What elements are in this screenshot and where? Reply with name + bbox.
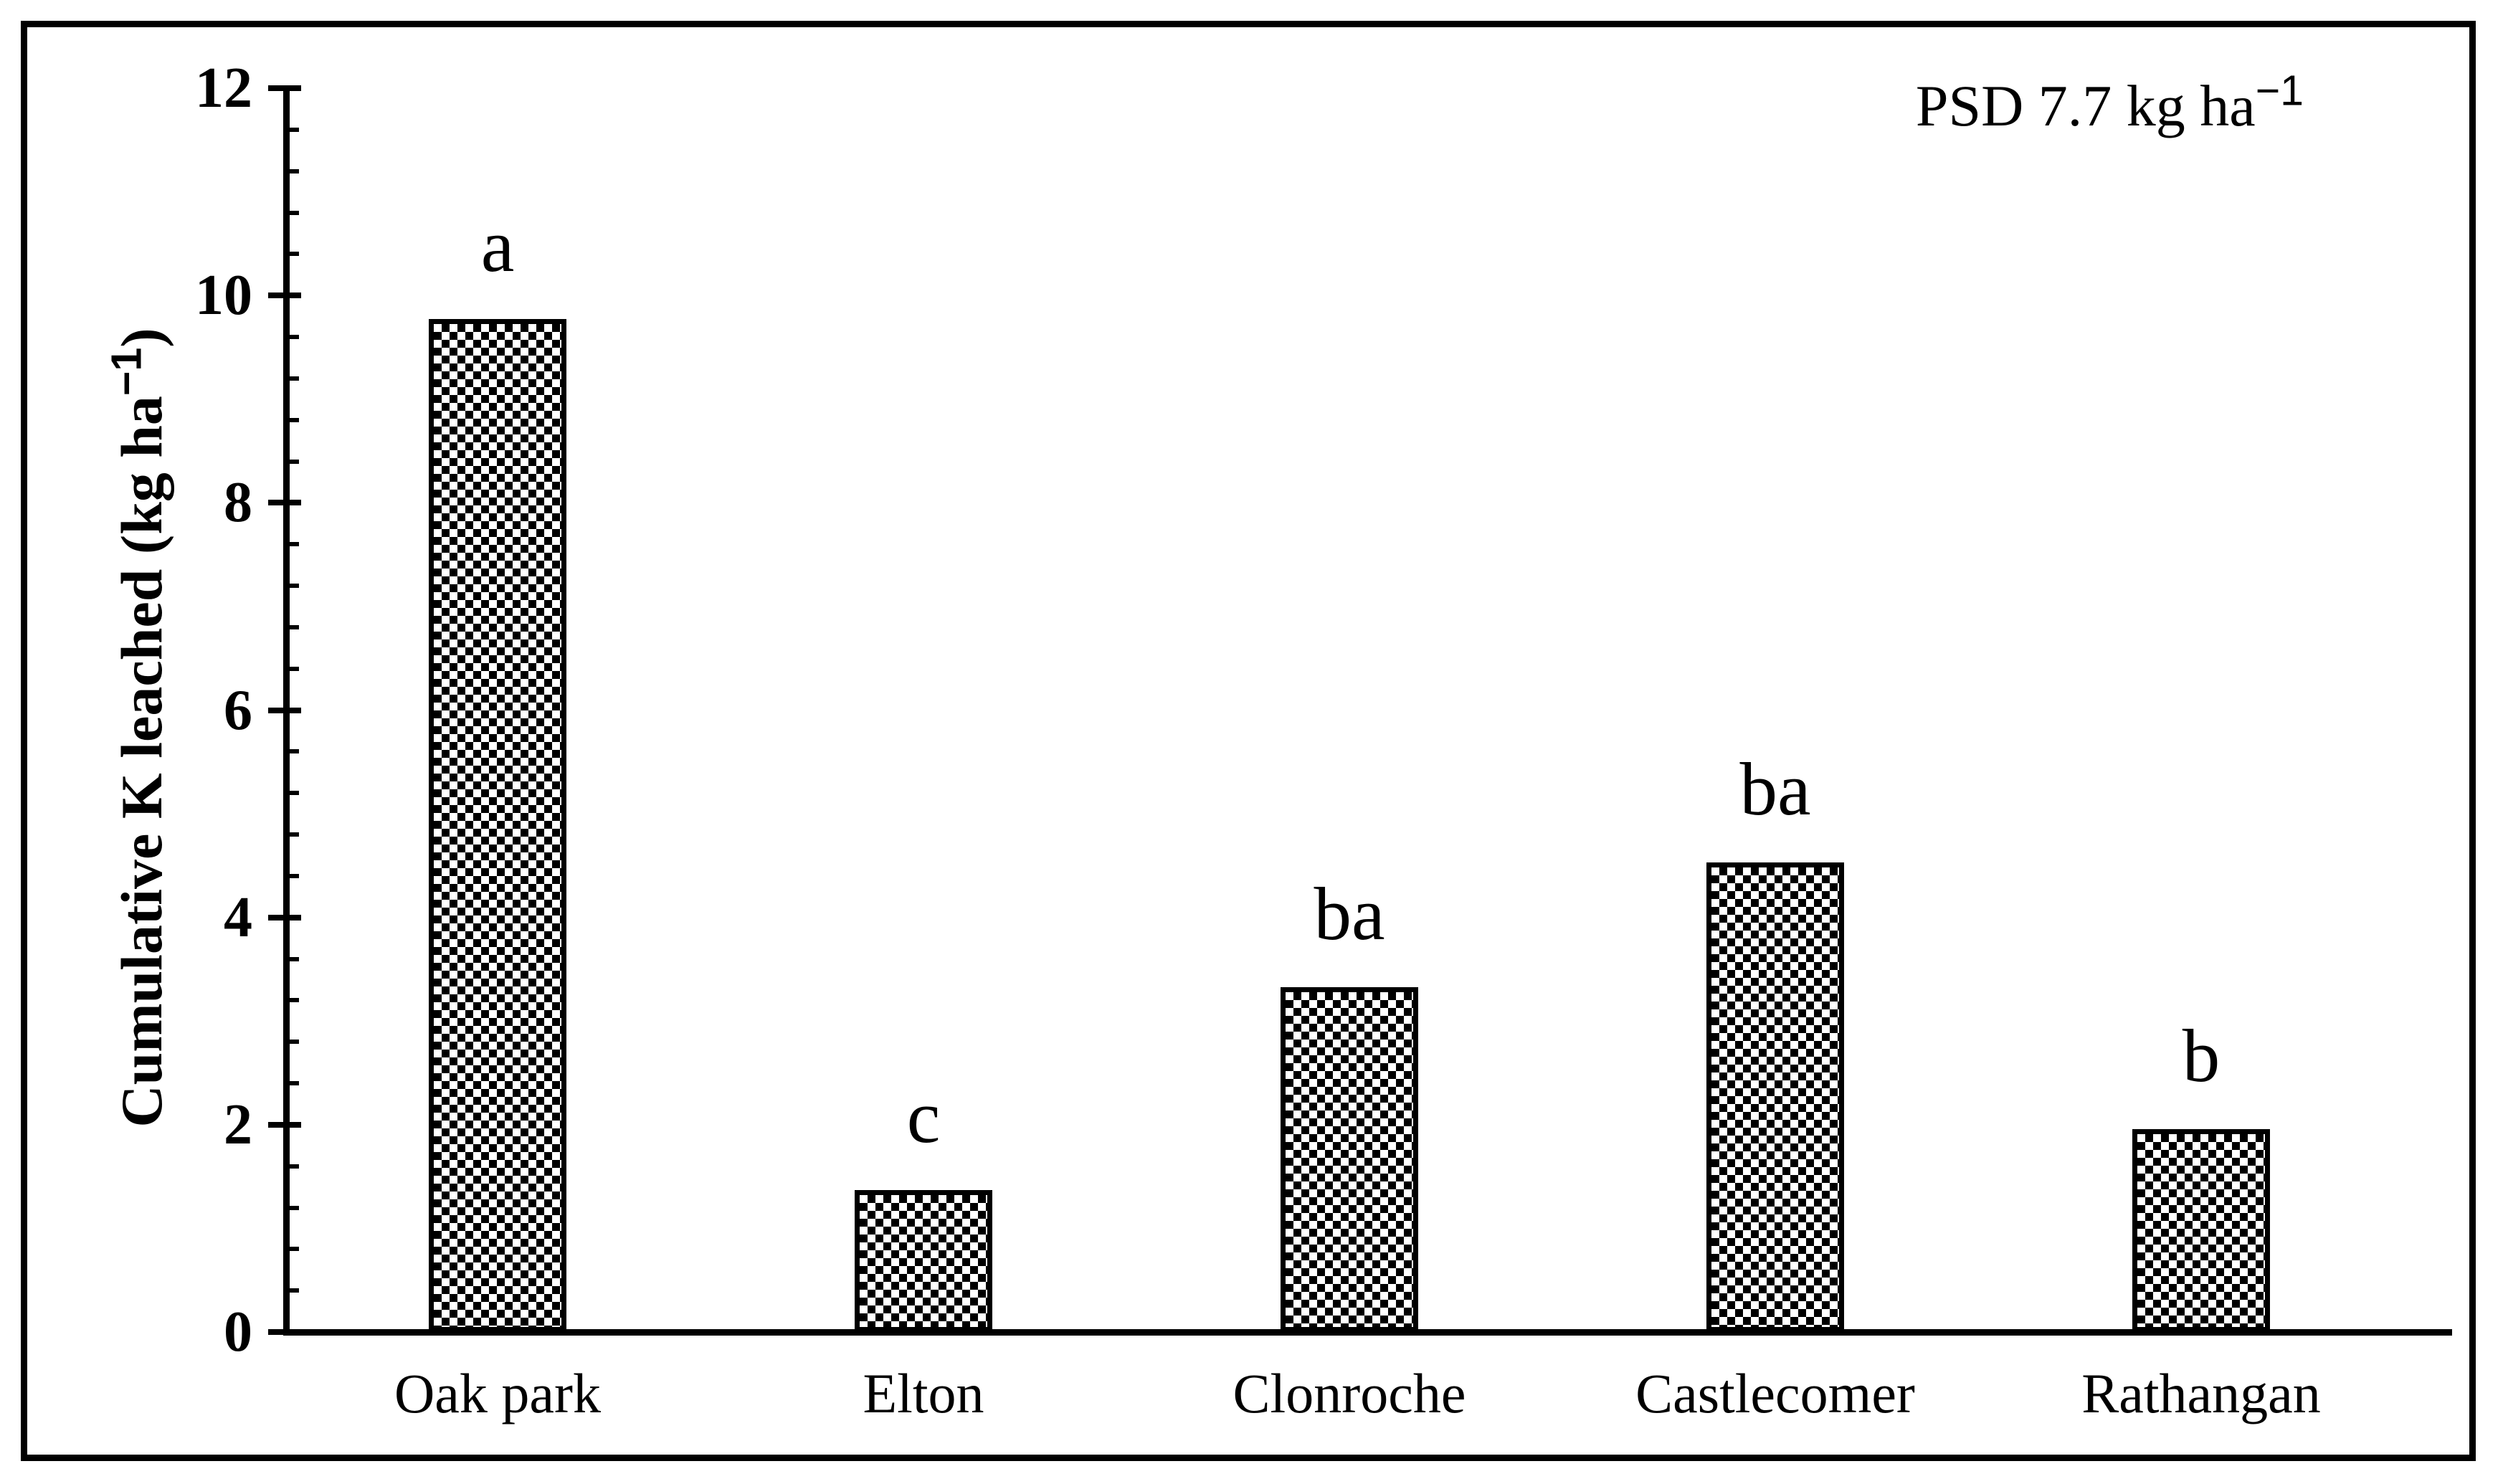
psd-annotation: PSD 7.7 kg ha−1 bbox=[1916, 70, 2304, 142]
y-axis-minor-tick bbox=[286, 832, 299, 837]
y-axis-minor-tick bbox=[286, 417, 299, 422]
y-axis-minor-tick bbox=[286, 168, 299, 173]
bar-significance-letter: ba bbox=[1739, 747, 1811, 832]
y-axis-minor-tick bbox=[286, 666, 299, 671]
x-category-label: Clonroche bbox=[1232, 1362, 1466, 1424]
bar-significance-letter: ba bbox=[1314, 871, 1385, 956]
y-tick-label: 12 bbox=[195, 57, 252, 120]
bar bbox=[2132, 1128, 2270, 1332]
x-category-label: Rathangan bbox=[2081, 1362, 2321, 1424]
psd-annotation-text: PSD 7.7 kg ha bbox=[1915, 73, 2256, 138]
y-axis-title: Cumulative K leached (kg ha−1) bbox=[99, 219, 185, 1237]
y-axis-line bbox=[283, 88, 290, 1335]
bar-significance-letter: b bbox=[2182, 1013, 2221, 1098]
y-tick-label: 4 bbox=[224, 885, 252, 949]
y-axis-title-superscript: −1 bbox=[103, 347, 151, 396]
y-tick-label: 2 bbox=[224, 1093, 252, 1156]
bar bbox=[1706, 862, 1844, 1332]
y-axis-minor-tick bbox=[286, 459, 299, 464]
psd-annotation-superscript: −1 bbox=[2255, 67, 2304, 115]
y-axis-minor-tick bbox=[286, 210, 299, 215]
y-axis-minor-tick bbox=[286, 624, 299, 629]
y-axis-minor-tick bbox=[286, 998, 299, 1003]
y-axis-minor-tick bbox=[286, 1164, 299, 1169]
y-axis-minor-tick bbox=[286, 873, 299, 878]
y-axis-minor-tick bbox=[286, 376, 299, 381]
y-axis-minor-tick bbox=[286, 1288, 299, 1293]
y-axis-minor-tick bbox=[286, 791, 299, 796]
y-tick-label: 0 bbox=[224, 1300, 252, 1364]
y-axis-minor-tick bbox=[286, 542, 299, 547]
y-axis-minor-tick bbox=[286, 252, 299, 257]
y-axis-title-text: Cumulative K leached (kg ha bbox=[109, 396, 174, 1128]
bar bbox=[855, 1189, 992, 1332]
bar-significance-letter: a bbox=[480, 204, 515, 288]
bar-significance-letter: c bbox=[906, 1074, 941, 1159]
x-axis-line bbox=[283, 1328, 2452, 1336]
y-tick-label: 6 bbox=[224, 678, 252, 742]
y-axis-minor-tick bbox=[286, 584, 299, 588]
x-category-label: Elton bbox=[863, 1362, 984, 1424]
y-axis-minor-tick bbox=[286, 1081, 299, 1085]
y-axis-minor-tick bbox=[286, 1205, 299, 1210]
y-tick-label: 8 bbox=[224, 471, 252, 535]
x-category-label: Oak park bbox=[394, 1362, 602, 1424]
y-axis-minor-tick bbox=[286, 127, 299, 132]
figure-border bbox=[21, 21, 2476, 1461]
y-axis-minor-tick bbox=[286, 335, 299, 339]
bar bbox=[429, 319, 566, 1332]
y-axis-minor-tick bbox=[286, 1040, 299, 1045]
x-category-label: Castlecomer bbox=[1635, 1362, 1915, 1424]
y-axis-minor-tick bbox=[286, 1247, 299, 1252]
y-tick-label: 10 bbox=[195, 264, 252, 328]
y-axis-title-suffix: ) bbox=[109, 328, 174, 348]
y-axis-minor-tick bbox=[286, 956, 299, 961]
y-axis-minor-tick bbox=[286, 749, 299, 754]
bar bbox=[1281, 986, 1418, 1332]
